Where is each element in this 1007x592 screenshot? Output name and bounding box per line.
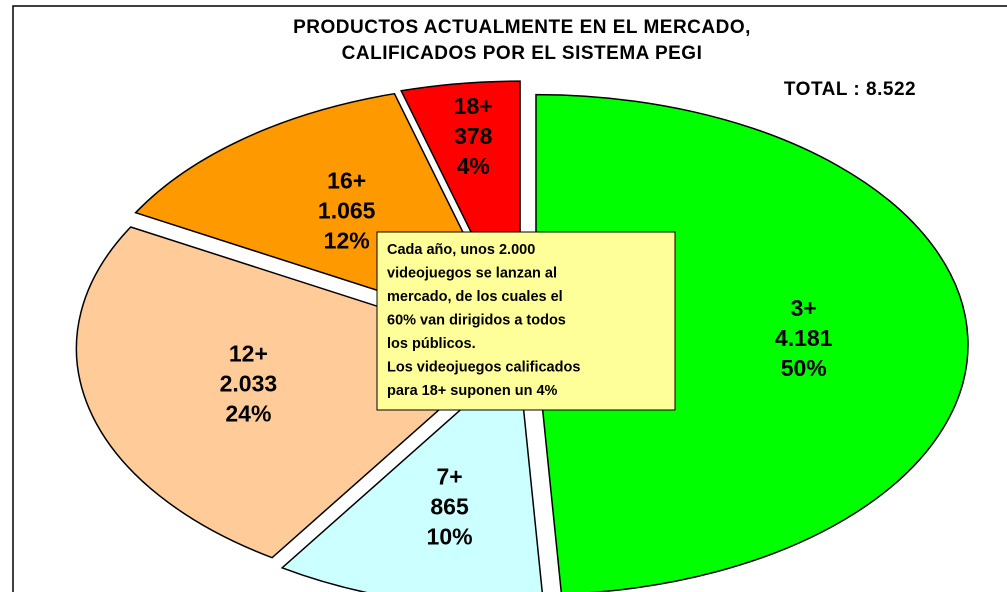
slice-percentage: 4% [457,153,490,179]
annotation-line: Cada año, unos 2.000 [387,242,535,258]
total-label: TOTAL : 8.522 [784,79,916,100]
slice-value: 1.065 [318,198,376,224]
slice-percentage: 24% [225,401,271,427]
slice-value: 378 [454,123,493,149]
annotation: Cada año, unos 2.000 videojuegos se lanza… [376,231,676,411]
slice [75,226,510,559]
slice-category: 12+ [229,341,268,367]
frame [12,5,1007,592]
slice-percentage: 12% [324,228,370,254]
annotation-line: para 18+ suponen un 4% [387,383,558,399]
slice-labels: 3+ 4.181 50% 7+ 865 10% 12+ 2.033 24% 16+ 1.065 12%… [220,93,833,549]
slice-category: 16+ [327,168,366,194]
chart-title: PRODUCTOS ACTUALMENTE EN EL MERCADO, [293,17,751,38]
annotation-line: videojuegos se lanzan al [387,265,557,281]
slice [280,356,543,592]
slice-value: 2.033 [220,371,278,397]
slice-value: 4.181 [775,325,833,351]
annotation-line: Los videojuegos calificados [387,359,580,375]
pie [75,80,969,592]
annotation-box [376,231,676,411]
slice-category: 3+ [791,295,817,321]
annotation-line: 60% van dirigidos a todos [387,312,566,328]
slice-value: 865 [430,493,469,519]
slice-percentage: 50% [781,355,827,381]
annotation-line: los públicos. [387,336,476,352]
slice-category: 7+ [436,463,462,489]
slice-percentage: 10% [427,523,473,549]
slice-category: 18+ [454,93,493,119]
slice [535,93,969,592]
annotation-line: mercado, de los cuales el [387,289,563,305]
chart-title: CALIFICADOS POR EL SISTEMA PEGI [342,43,703,64]
